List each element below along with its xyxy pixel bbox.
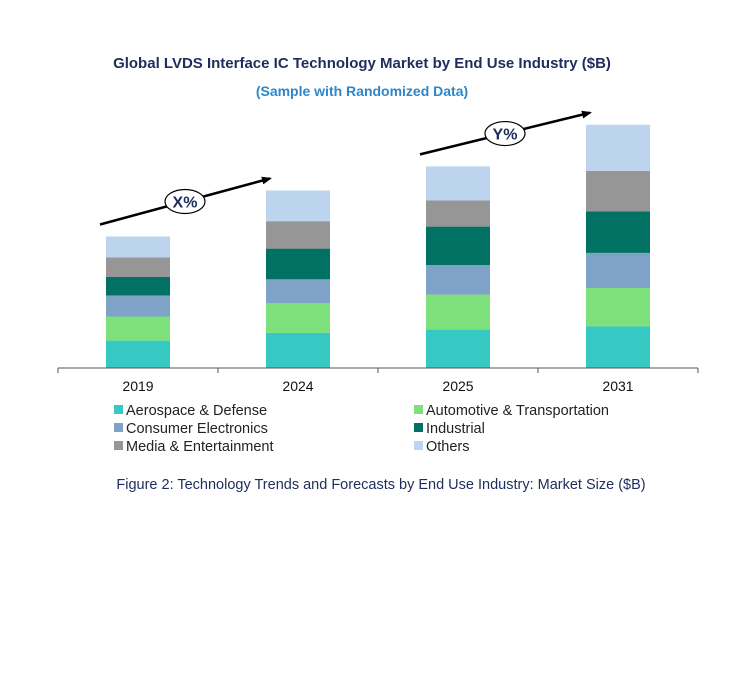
legend-swatch-industrial xyxy=(414,423,423,432)
x-axis-ticks: 2019 2024 2025 2031 xyxy=(57,368,699,394)
bar-consumer-electronics-2024 xyxy=(266,279,330,304)
x-tick-label-2024: 2024 xyxy=(282,378,313,394)
bar-industrial-2024 xyxy=(266,248,330,280)
x-tick-label-2025: 2025 xyxy=(442,378,473,394)
figure-caption: Figure 2: Technology Trends and Forecast… xyxy=(116,477,645,493)
legend-label-others: Others xyxy=(426,439,470,455)
growth-label: Y% xyxy=(493,127,518,144)
bar-automotive-and-transportation-2024 xyxy=(266,303,330,333)
legend-swatch-aerospace-and-defense xyxy=(114,405,123,414)
growth-badge xyxy=(484,120,526,147)
legend-swatch-automotive-and-transportation xyxy=(414,405,423,414)
growth-annotations: X% Y% xyxy=(99,110,592,226)
legend-label-aerospace-and-defense: Aerospace & Defense xyxy=(126,403,267,419)
bar-others-2025 xyxy=(426,166,490,201)
bar-consumer-electronics-2025 xyxy=(426,265,490,295)
legend-swatch-others xyxy=(414,441,423,450)
legend-swatch-consumer-electronics xyxy=(114,423,123,432)
bar-others-2024 xyxy=(266,190,330,222)
legend-label-consumer-electronics: Consumer Electronics xyxy=(126,421,268,437)
bar-others-2031 xyxy=(586,124,650,171)
legend-label-industrial: Industrial xyxy=(426,421,485,437)
bar-aerospace-and-defense-2025 xyxy=(426,329,490,368)
bar-others-2019 xyxy=(106,236,170,258)
bar-media-and-entertainment-2019 xyxy=(106,257,170,277)
bar-media-and-entertainment-2031 xyxy=(586,170,650,212)
bars-group xyxy=(106,124,650,368)
bar-media-and-entertainment-2025 xyxy=(426,200,490,227)
legend-swatch-media-and-entertainment xyxy=(114,441,123,450)
bar-aerospace-and-defense-2019 xyxy=(106,340,170,368)
bar-automotive-and-transportation-2019 xyxy=(106,316,170,341)
bar-industrial-2025 xyxy=(426,226,490,265)
legend: Aerospace & Defense Automotive & Transpor… xyxy=(114,403,609,455)
growth-badge xyxy=(164,188,206,215)
x-tick-label-2031: 2031 xyxy=(602,378,633,394)
legend-label-automotive-and-transportation: Automotive & Transportation xyxy=(426,403,609,419)
bar-aerospace-and-defense-2031 xyxy=(586,326,650,368)
bar-industrial-2031 xyxy=(586,211,650,253)
bar-consumer-electronics-2019 xyxy=(106,295,170,317)
chart-subtitle: (Sample with Randomized Data) xyxy=(256,83,468,99)
x-tick-label-2019: 2019 xyxy=(122,378,153,394)
growth-label: X% xyxy=(173,194,198,211)
bar-automotive-and-transportation-2025 xyxy=(426,294,490,330)
bar-consumer-electronics-2031 xyxy=(586,252,650,288)
chart-title: Global LVDS Interface IC Technology Mark… xyxy=(113,55,611,72)
bar-automotive-and-transportation-2031 xyxy=(586,288,650,327)
bar-media-and-entertainment-2024 xyxy=(266,221,330,249)
legend-label-media-and-entertainment: Media & Entertainment xyxy=(126,439,274,455)
bar-aerospace-and-defense-2024 xyxy=(266,332,330,368)
bar-industrial-2019 xyxy=(106,277,170,296)
